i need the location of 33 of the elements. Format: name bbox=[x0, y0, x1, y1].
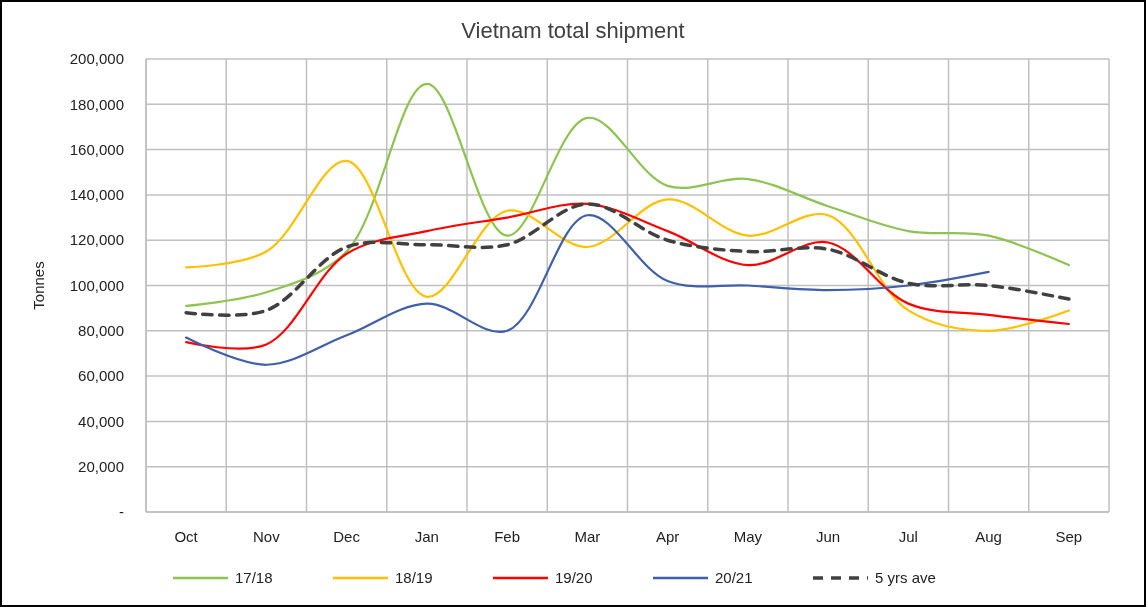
y-tick-label: 20,000 bbox=[78, 457, 124, 475]
y-tick-label: 200,000 bbox=[69, 50, 124, 68]
y-tick-label: 140,000 bbox=[69, 186, 124, 204]
x-tick-label: Apr bbox=[655, 528, 680, 545]
y-tick-label: 100,000 bbox=[69, 276, 124, 294]
legend-label: 5 yrs ave bbox=[875, 569, 936, 587]
y-axis-title: Tonnes bbox=[30, 261, 47, 310]
x-tick-label: Jul bbox=[898, 528, 918, 545]
x-tick-label: Oct bbox=[174, 528, 199, 545]
x-tick-label: Jun bbox=[816, 528, 841, 545]
y-tick-label: 120,000 bbox=[69, 231, 124, 249]
y-tick-label: 160,000 bbox=[69, 140, 124, 158]
x-tick-label: Mar bbox=[574, 528, 601, 545]
y-tick-label: - bbox=[119, 503, 124, 521]
x-tick-label: May bbox=[733, 528, 763, 545]
y-tick-label: 80,000 bbox=[78, 322, 124, 340]
x-tick-label: Jan bbox=[414, 528, 439, 545]
legend-label: 17/18 bbox=[235, 569, 273, 587]
legend-label: 19/20 bbox=[555, 569, 593, 587]
x-tick-label: Nov bbox=[253, 528, 281, 545]
y-tick-label: 40,000 bbox=[78, 412, 124, 430]
x-tick-label: Feb bbox=[494, 528, 521, 545]
y-tick-label: 180,000 bbox=[69, 95, 124, 113]
line-series bbox=[185, 82, 1070, 307]
legend-label: 20/21 bbox=[715, 569, 753, 587]
x-tick-label: Dec bbox=[333, 528, 361, 545]
x-tick-label: Aug bbox=[975, 528, 1002, 545]
x-tick-label: Sep bbox=[1055, 528, 1083, 545]
line-series bbox=[185, 159, 1070, 332]
line-series bbox=[185, 214, 990, 366]
y-tick-label: 60,000 bbox=[78, 367, 124, 385]
chart-title: Vietnam total shipment bbox=[461, 18, 685, 43]
legend-label: 18/19 bbox=[395, 569, 433, 587]
